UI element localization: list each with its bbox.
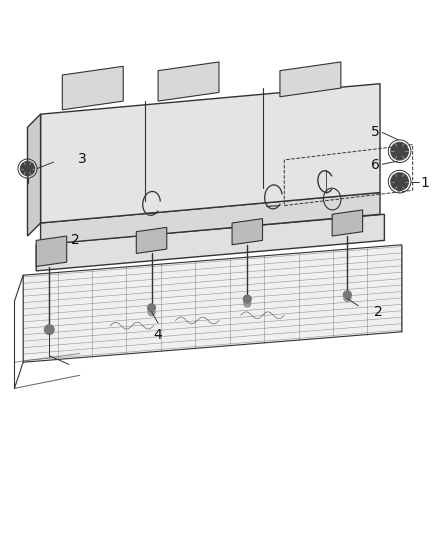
Polygon shape [28,114,41,236]
Polygon shape [280,62,341,97]
Text: 6: 6 [371,158,380,172]
Circle shape [344,294,351,301]
Circle shape [244,295,251,303]
Polygon shape [41,84,380,223]
Text: 4: 4 [154,328,162,342]
Circle shape [45,325,54,334]
Polygon shape [332,210,363,236]
Circle shape [391,142,408,160]
Text: 2: 2 [374,305,382,319]
Polygon shape [62,66,123,110]
Polygon shape [36,214,385,271]
Text: 3: 3 [78,151,86,166]
Polygon shape [232,219,262,245]
Text: 5: 5 [371,125,380,139]
Text: 1: 1 [420,175,429,190]
Polygon shape [136,228,167,254]
Circle shape [244,300,251,307]
Circle shape [148,309,155,316]
Text: 2: 2 [71,233,80,247]
Polygon shape [158,62,219,101]
Circle shape [21,161,35,175]
Circle shape [391,173,408,190]
Polygon shape [36,236,67,266]
Circle shape [148,304,155,312]
Polygon shape [23,245,402,362]
Circle shape [343,291,351,298]
Polygon shape [41,192,380,245]
